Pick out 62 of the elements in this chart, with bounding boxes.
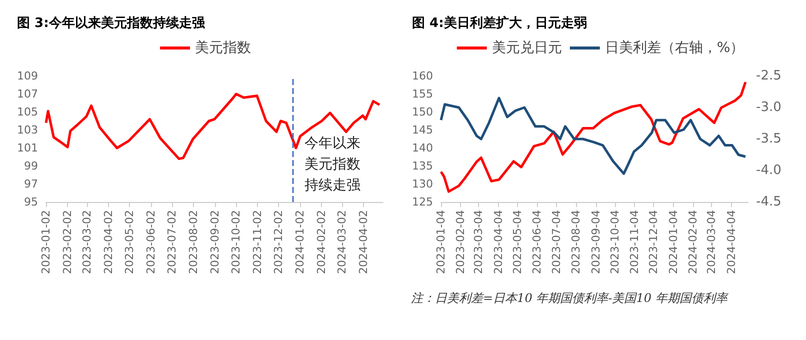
line-series [440,96,747,175]
x-tick-label: 2023-03-02 [80,210,94,274]
y-tick-label: 155 [412,88,433,100]
x-tick-label: 2023-12-02 [272,210,286,274]
x-tick-label: 2023-04-04 [492,210,505,274]
x-tick-label: 2024-02-04 [686,210,700,274]
x-tick-label: 2023-07-04 [550,210,563,274]
y-tick-label: 99 [24,160,38,172]
y-tick-label: 103 [17,124,38,136]
x-tick-label: 2023-06-02 [144,210,158,274]
x-tick-label: 2023-08-02 [187,210,200,274]
x-tick-label: 2023-02-04 [454,210,468,274]
y-tick-label: 97 [24,178,38,190]
y2-tick-label: -4.0 [756,163,782,178]
x-tick-label: 2023-05-02 [123,210,136,274]
y-tick-label: 135 [412,160,433,172]
y-tick-label: 107 [17,88,38,100]
x-tick-label: 2023-03-04 [472,210,486,274]
y-tick-label: 105 [17,106,38,118]
ref-line-label: 今年以来美元指数持续走强 [304,136,360,194]
x-tick-label: 2023-09-02 [208,210,222,274]
x-tick-label: 2023-11-02 [251,210,264,274]
x-tick-label: 2023-01-04 [434,210,448,274]
y-tick-label: 130 [412,178,433,190]
x-tick-label: 2023-04-02 [102,210,116,274]
legend-label: 美元兑日元 [492,40,562,56]
x-tick-label: 2023-10-04 [608,210,622,274]
text: 注：日美利差=日本10 年期国债利率-美国10 年期国债利率 [411,291,730,305]
x-tick-label: 2024-04-02 [357,210,370,274]
x-tick-label: 2024-01-02 [294,210,307,274]
y-tick-label: 140 [412,142,433,154]
y2-tick-label: -4.5 [756,194,782,210]
x-tick-label: 2023-07-02 [166,210,179,274]
x-tick-label: 2023-11-04 [628,210,642,274]
legend-label: 美元指数 [195,40,251,56]
y-tick-label: 125 [412,196,433,208]
y2-tick-label: -3.0 [756,100,782,115]
y2-tick-label: -3.5 [756,132,782,146]
x-tick-label: 2023-05-04 [510,210,524,274]
legend-label: 日美利差（右轴，%） [604,40,744,56]
y-tick-label: 109 [17,70,38,82]
x-tick-label: 2023-10-02 [230,210,243,274]
y-tick-label: 101 [17,142,38,154]
y-tick-label: 160 [412,70,433,82]
x-tick-label: 2023-02-02 [61,210,74,274]
y-tick-label: 150 [412,106,433,118]
x-tick-label: 2023-01-02 [40,210,52,274]
x-tick-label: 2024-03-04 [705,210,718,274]
y-tick-label: 145 [412,124,433,136]
x-tick-label: 2024-04-04 [724,210,738,274]
chart-title: 图 4:美日利差扩大，日元走弱 [412,15,587,31]
chart-title: 图 3:今年以来美元指数持续走强 [17,15,206,31]
x-tick-label: 2023-08-04 [570,210,583,274]
x-tick-label: 2023-06-04 [530,210,544,274]
y-tick-label: 95 [24,196,38,208]
line-series [440,80,747,193]
x-tick-label: 2024-03-02 [335,210,348,274]
x-tick-label: 2023-12-04 [647,210,660,274]
x-tick-label: 2024-02-02 [315,210,328,274]
x-tick-label: 2023-09-04 [589,210,602,274]
x-tick-label: 2024-01-04 [666,210,680,274]
y2-tick-label: -2.5 [756,68,782,84]
